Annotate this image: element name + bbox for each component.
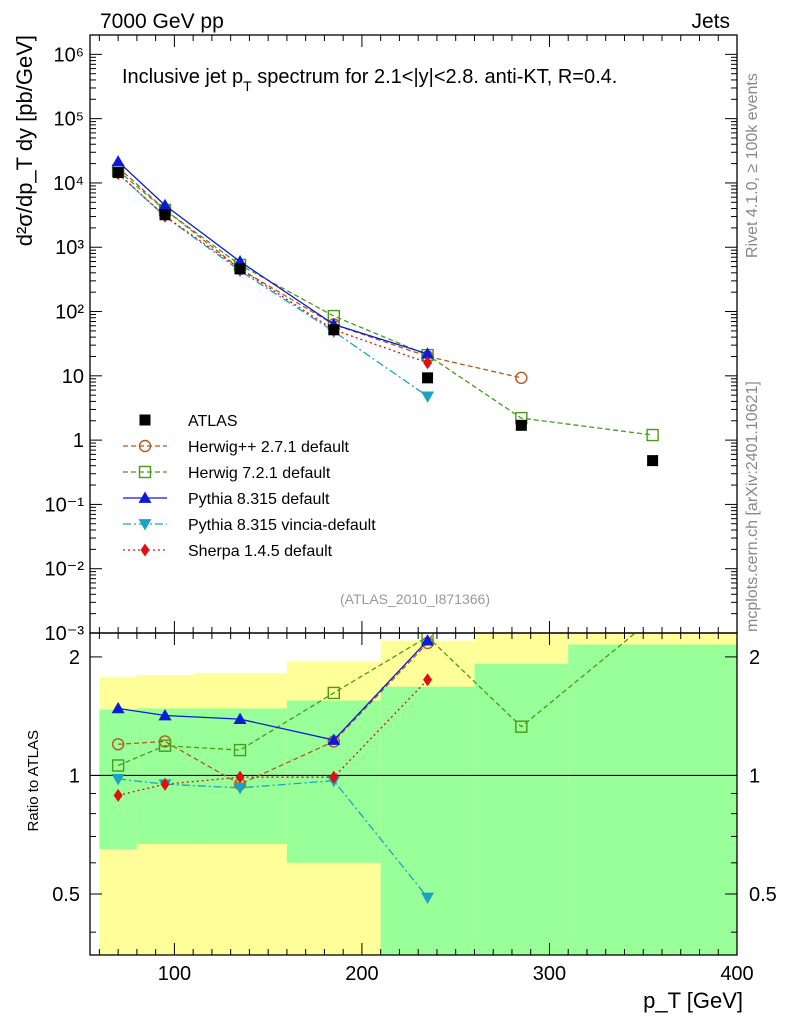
ratio-frame (89, 632, 738, 956)
uncertainty-band-inner (136, 708, 194, 844)
ratio-point (515, 720, 528, 733)
series-point (111, 155, 125, 167)
header-right-label: Jets (691, 10, 730, 33)
analysis-tag: (ATLAS_2010_I871366) (340, 591, 490, 607)
ratio-point (113, 788, 123, 802)
rivet-version-label: Rivet 4.1.0, ≥ 100k events (744, 73, 761, 258)
y-axis-label: d²σ/dp_T dy [pb/GeV] (12, 35, 37, 246)
x-tick-label: 400 (720, 963, 753, 985)
uncertainty-band-inner (380, 686, 475, 955)
y-tick-label: 10⁶ (54, 44, 84, 66)
y-tick-label: 10⁻² (45, 559, 85, 581)
ratio-point (233, 743, 247, 757)
ratio-point (421, 892, 435, 904)
series-point (515, 371, 528, 385)
ratio-series (111, 478, 658, 904)
ratio-tick-label-left: 0.5 (52, 884, 80, 906)
x-tick-label: 200 (345, 963, 378, 985)
series-line (117, 161, 428, 355)
series-point (646, 428, 659, 442)
series-point (158, 198, 172, 211)
ratio-line (117, 633, 637, 767)
atlas-data-point (647, 455, 659, 467)
uncertainty-band-inner (474, 663, 569, 955)
legend-label: Pythia 8.315 vincia-default (188, 517, 376, 534)
series-line (117, 166, 522, 379)
atlas-data-point (234, 263, 246, 275)
ratio-point (421, 634, 435, 646)
atlas-data-point (328, 324, 340, 336)
atlas-data-point (515, 419, 527, 431)
ratio-tick-label-right: 2 (749, 647, 760, 669)
y-tick-label: 10² (55, 302, 84, 324)
ratio-point (111, 774, 125, 786)
y-tick-label: 10⁴ (53, 173, 84, 195)
plot-title-suffix: spectrum for 2.1<|y|<2.8. anti-KT, R=0.4… (252, 66, 618, 88)
x-tick-label: 300 (533, 963, 566, 985)
y-tick-label: 10⁻³ (45, 623, 85, 645)
ratio-point (111, 701, 125, 714)
series-point (423, 356, 433, 370)
ratio-point (160, 777, 170, 791)
atlas-data-point (159, 209, 171, 221)
ratio-point (158, 708, 172, 721)
y-tick-label: 10³ (55, 237, 84, 259)
legend-marker (138, 439, 152, 453)
ratio-point (516, 478, 527, 489)
ratio-point (111, 759, 125, 772)
ratio-tick-label-left: 2 (69, 647, 80, 669)
legend-label: Herwig 7.2.1 default (188, 465, 331, 482)
mcplots-source-label: mcplots.cern.ch [arXiv:2401.10621] (744, 381, 761, 632)
legend-label: Herwig++ 2.7.1 default (188, 439, 350, 456)
plot-title: Inclusive jet pT spectrum for 2.1<|y|<2.… (122, 66, 617, 94)
atlas-data-point (422, 372, 434, 384)
ratio-tick-label-right: 0.5 (749, 884, 777, 906)
ratio-tick-label-left: 1 (69, 765, 80, 787)
ratio-point (423, 673, 433, 687)
y-tick-label: 1 (73, 430, 84, 452)
x-tick-label: 100 (158, 963, 191, 985)
ratio-line (118, 633, 435, 785)
ratio-point (327, 733, 341, 745)
legend-marker (138, 491, 152, 503)
atlas-data-point (112, 167, 124, 179)
plot-title-subscript: T (243, 78, 252, 94)
legend-marker (140, 543, 150, 557)
ratio-point (329, 770, 339, 784)
legend-label: Pythia 8.315 default (188, 491, 330, 508)
legend-marker (138, 519, 152, 531)
uncertainty-band-inner (568, 644, 737, 955)
ratio-point (647, 613, 658, 624)
ratio-point (158, 739, 172, 752)
legend-atlas-label: ATLAS (188, 413, 238, 430)
series-point (421, 347, 435, 359)
x-axis-label: p_T [GeV] (643, 988, 743, 1013)
main-series (111, 155, 659, 467)
ratio-point (111, 738, 125, 751)
series-line (117, 170, 653, 436)
ratio-axis-label: Ratio to ATLAS (25, 730, 42, 831)
series-point (421, 391, 435, 403)
y-tick-label: 10 (62, 366, 84, 388)
ratio-tick-label-right: 1 (749, 765, 760, 787)
ratio-point (233, 712, 247, 725)
legend-label: Sherpa 1.4.5 default (188, 543, 333, 560)
ratio-point (235, 770, 245, 784)
header-left-label: 7000 GeV pp (100, 10, 224, 33)
y-tick-label: 10⁵ (53, 109, 84, 131)
legend-atlas-marker (139, 414, 151, 426)
y-tick-label: 10⁻¹ (45, 494, 85, 516)
legend-marker (138, 465, 152, 479)
ratio-point (327, 686, 340, 700)
ratio-bands (99, 633, 737, 955)
ratio-point (233, 782, 247, 795)
